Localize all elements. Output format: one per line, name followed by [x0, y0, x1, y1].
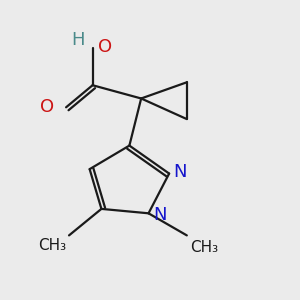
- Text: N: N: [174, 163, 187, 181]
- Text: N: N: [153, 206, 166, 224]
- Text: O: O: [98, 38, 112, 56]
- Text: H: H: [72, 31, 85, 49]
- Text: CH₃: CH₃: [38, 238, 66, 253]
- Text: CH₃: CH₃: [190, 240, 218, 255]
- Text: O: O: [40, 98, 54, 116]
